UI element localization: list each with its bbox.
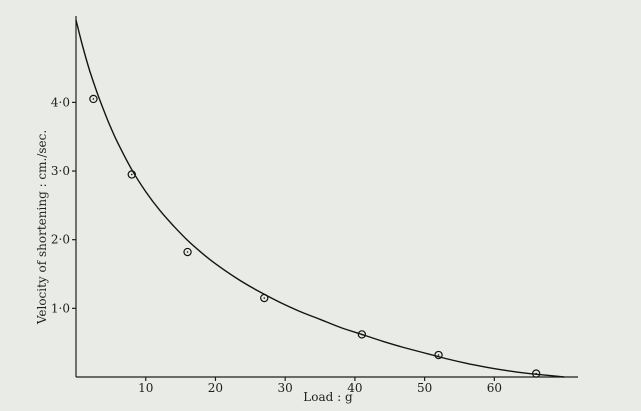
x-tick-label: 30 [278, 381, 293, 395]
x-tick-label: 50 [417, 381, 432, 395]
fitted-curve [75, 19, 565, 378]
data-point [260, 293, 269, 303]
data-point-ring [434, 350, 443, 360]
y-tick-label: 1·0 [51, 301, 70, 315]
data-point-center [186, 251, 189, 253]
data-point-ring [260, 293, 269, 303]
fitted-curve-layer [75, 19, 565, 378]
data-point-center [92, 98, 95, 100]
data-point-ring [183, 247, 192, 257]
x-axis-title: Load : g [303, 390, 353, 404]
data-point-center [535, 372, 537, 375]
x-tick-label: 20 [208, 381, 223, 395]
y-tick-label: 4·0 [51, 95, 70, 109]
x-tick-label: 40 [347, 381, 362, 395]
data-point [183, 247, 192, 257]
data-point [531, 369, 541, 378]
data-point-ring [127, 170, 136, 179]
x-tick-label: 60 [487, 381, 502, 395]
ticks: 10 20 30 40 50 60 1·0 2·0 3·0 4·0 [51, 95, 502, 395]
y-axis-title: Velocity of shortening : cm./sec. [35, 130, 49, 325]
y-tick-label: 2·0 [51, 233, 70, 247]
data-point [127, 170, 136, 179]
data-point [357, 330, 367, 339]
x-tick-label: 10 [138, 381, 153, 395]
y-tick-label: 3·0 [51, 164, 70, 178]
data-point [434, 350, 443, 360]
data-point-center [263, 297, 266, 299]
data-point-center [361, 333, 363, 336]
data-point-ring [357, 330, 367, 339]
data-points [89, 94, 541, 378]
data-point-ring [531, 369, 541, 378]
data-point [89, 94, 98, 104]
data-point-ring [89, 94, 98, 104]
data-point-center [437, 354, 440, 356]
data-point-center [130, 173, 133, 176]
